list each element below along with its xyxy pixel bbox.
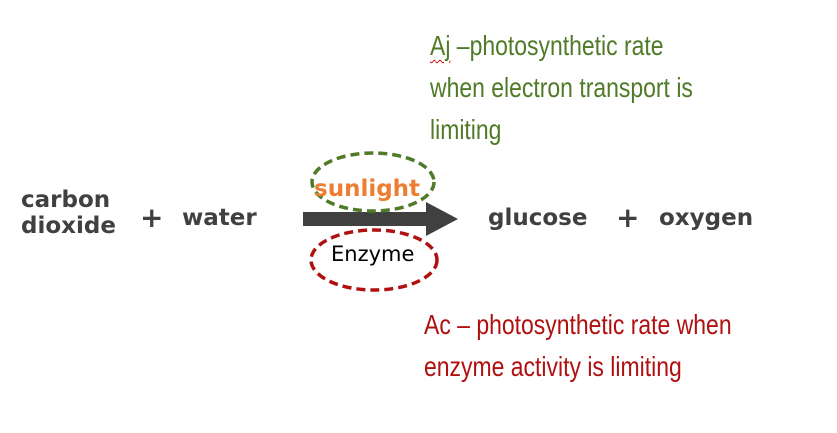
reactant-line-1: carbon bbox=[21, 187, 111, 213]
reactant-carbon-dioxide: carbon dioxide bbox=[21, 187, 116, 239]
arrow-label-sunlight: sunlight bbox=[314, 176, 421, 202]
ac-line-1: Ac – photosynthetic rate when bbox=[424, 309, 732, 340]
enzyme-highlight-ellipse bbox=[309, 228, 439, 292]
sunlight-highlight-ellipse bbox=[310, 151, 436, 213]
product-glucose: glucose bbox=[488, 205, 588, 231]
ac-annotation: Ac – photosynthetic rate when enzyme act… bbox=[424, 304, 732, 388]
aj-line-3: limiting bbox=[430, 114, 502, 145]
ac-line-2: enzyme activity is limiting bbox=[424, 351, 682, 382]
aj-prefix: Aj bbox=[430, 30, 451, 61]
reaction-arrow bbox=[303, 202, 458, 236]
reactant-line-2: dioxide bbox=[21, 213, 116, 239]
product-oxygen: oxygen bbox=[659, 205, 754, 231]
arrow-label-enzyme: Enzyme bbox=[331, 242, 415, 266]
aj-line-1: Aj –photosynthetic rate bbox=[430, 25, 693, 67]
plus-sign-1: + bbox=[140, 201, 164, 234]
aj-line-2: when electron transport is bbox=[430, 72, 693, 103]
plus-sign-2: + bbox=[616, 201, 640, 234]
reactant-water: water bbox=[182, 205, 257, 231]
aj-line-1-rest: –photosynthetic rate bbox=[450, 30, 664, 61]
aj-annotation: Aj –photosynthetic rate when electron tr… bbox=[430, 25, 693, 151]
